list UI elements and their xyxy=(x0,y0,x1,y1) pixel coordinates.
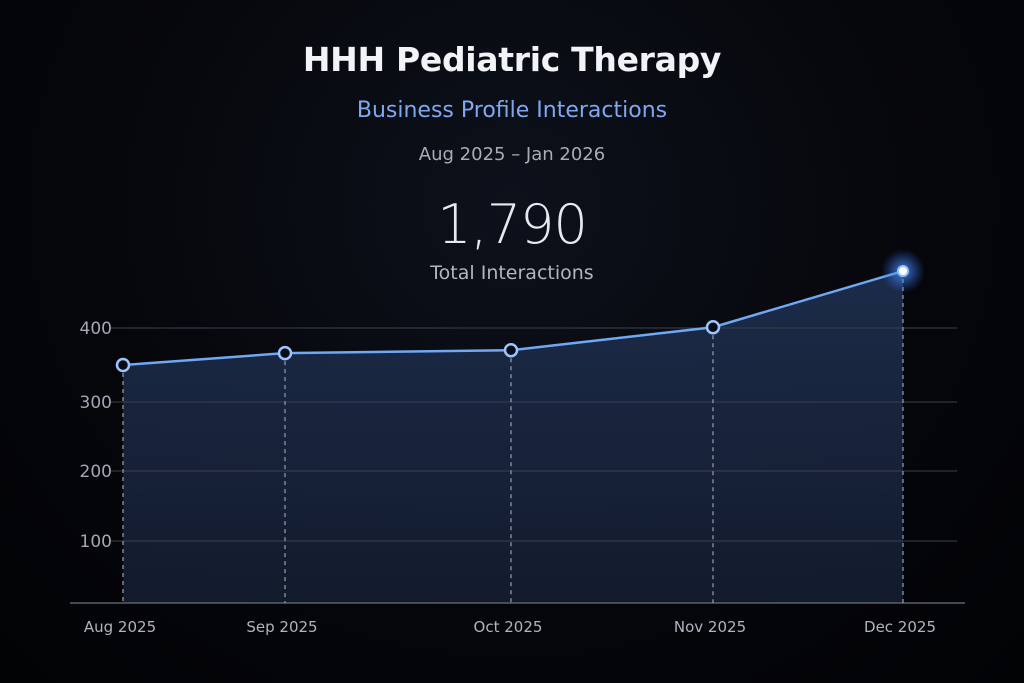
date-range: Aug 2025 – Jan 2026 xyxy=(418,144,606,165)
chart-subtitle: Business Profile Interactions xyxy=(356,98,668,123)
chart-title: HHH Pediatric Therapy xyxy=(302,40,722,79)
data-point-highlighted xyxy=(897,265,909,278)
x-tick-label: Nov 2025 xyxy=(674,618,746,636)
y-tick-label: 100 xyxy=(80,532,112,552)
total-value: 1,790 xyxy=(437,193,588,256)
data-point xyxy=(503,342,519,358)
y-tick-label: 300 xyxy=(80,393,112,413)
data-point xyxy=(705,320,721,335)
y-tick-label: 200 xyxy=(80,462,112,482)
total-label: Total Interactions xyxy=(430,262,594,284)
area-fill xyxy=(123,271,903,603)
x-tick-label: Sep 2025 xyxy=(246,618,317,636)
y-tick-label: 400 xyxy=(80,319,112,339)
x-tick-label: Dec 2025 xyxy=(864,618,936,636)
data-point xyxy=(277,345,293,361)
x-tick-label: Aug 2025 xyxy=(84,618,156,636)
x-tick-label: Oct 2025 xyxy=(474,618,543,636)
data-point xyxy=(115,357,131,373)
